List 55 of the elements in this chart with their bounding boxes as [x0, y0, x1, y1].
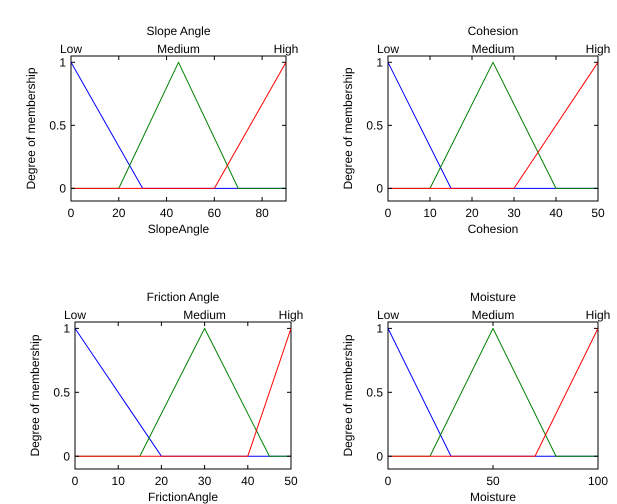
x-tick-label: 20 [465, 206, 479, 220]
x-tick-label: 40 [241, 474, 255, 488]
x-tick-label: 80 [255, 206, 270, 220]
series-label: Low [376, 42, 400, 56]
series-label: Medium [183, 308, 226, 322]
y-tick-label: 0.5 [49, 118, 66, 133]
chart-title: Slope Angle [146, 24, 211, 38]
y-tick-label: 0 [59, 182, 66, 196]
y-axis-title: Degree of membership [341, 67, 355, 190]
series-label: High [278, 308, 304, 322]
y-axis-title: Degree of membership [28, 334, 42, 457]
y-tick-label: 0.5 [366, 118, 384, 133]
x-tick-label: 0 [384, 474, 392, 488]
x-tick-label: 40 [160, 206, 174, 220]
y-tick-label: 1 [376, 56, 384, 70]
y-tick-label: 1 [376, 322, 384, 336]
x-axis-title: SlopeAngle [148, 222, 210, 236]
y-tick-label: 0 [63, 449, 70, 464]
x-tick-label: 0 [72, 474, 79, 488]
chart-title: Cohesion [468, 24, 518, 38]
y-axis-title: Degree of membership [24, 67, 38, 190]
chart-title: Friction Angle [146, 290, 220, 304]
x-tick-label: 100 [588, 474, 608, 488]
series-label: High [586, 42, 610, 56]
x-axis-title: FrictionAngle [148, 490, 218, 504]
y-tick-label: 0.5 [53, 386, 70, 400]
series-label: Low [376, 308, 400, 322]
x-axis-title: Moisture [470, 490, 516, 504]
y-axis-title: Degree of membership [341, 334, 355, 457]
x-tick-label: 50 [591, 206, 605, 220]
x-tick-label: 0 [384, 206, 392, 220]
series-label: Medium [472, 308, 514, 322]
chart-title: Moisture [470, 290, 516, 304]
x-tick-label: 10 [112, 474, 126, 488]
x-tick-label: 40 [549, 206, 563, 220]
y-tick-label: 0 [376, 182, 384, 196]
x-axis-title: Cohesion [468, 222, 518, 236]
series-label: High [586, 308, 610, 322]
x-tick-label: 50 [486, 474, 500, 488]
series-label: Low [64, 308, 86, 322]
y-tick-label: 1 [59, 56, 66, 70]
series-label: Medium [472, 42, 514, 56]
y-tick-label: 0.5 [366, 386, 384, 400]
x-tick-label: 30 [198, 474, 212, 488]
series-label: Medium [157, 42, 200, 56]
series-label: High [274, 42, 298, 56]
x-tick-label: 50 [284, 474, 298, 488]
x-tick-label: 60 [208, 206, 222, 220]
x-tick-label: 20 [154, 474, 168, 488]
x-tick-label: 20 [112, 206, 126, 220]
x-tick-label: 10 [423, 206, 437, 220]
y-tick-label: 0 [376, 449, 384, 464]
y-tick-label: 1 [63, 322, 70, 336]
x-tick-label: 30 [507, 206, 521, 220]
series-label: Low [60, 42, 82, 56]
